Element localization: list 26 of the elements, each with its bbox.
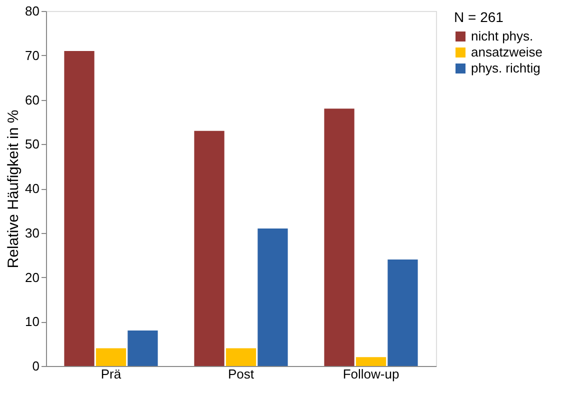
- bar: [388, 260, 418, 366]
- y-tick-label: 60: [25, 92, 40, 108]
- bar: [128, 330, 158, 366]
- bar: [194, 130, 224, 366]
- y-tick-label: 0: [32, 358, 40, 374]
- y-tick-label: 80: [25, 4, 40, 18]
- legend-label: ansatzweise: [471, 44, 543, 60]
- y-tick-label: 10: [25, 314, 40, 330]
- x-tick-label: Post: [228, 366, 254, 382]
- bar: [324, 108, 354, 366]
- y-axis-title: Relative Häufigkeit in %: [5, 110, 22, 268]
- y-tick-label: 50: [25, 136, 40, 152]
- bar: [64, 50, 94, 366]
- bar: [356, 357, 386, 366]
- y-tick-label: 70: [25, 48, 40, 63]
- bar: [258, 228, 288, 366]
- legend-label: nicht phys.: [471, 28, 534, 44]
- bar: [96, 348, 126, 366]
- y-tick-label: 40: [25, 181, 40, 196]
- bar: [226, 348, 256, 366]
- x-tick-label: Prä: [100, 366, 122, 382]
- x-tick-label: Follow-up: [342, 366, 400, 382]
- y-tick-label: 30: [25, 225, 40, 240]
- y-tick-label: 20: [25, 270, 40, 285]
- legend-label: phys. richtig: [471, 60, 540, 76]
- legend-title: N = 261: [454, 9, 504, 25]
